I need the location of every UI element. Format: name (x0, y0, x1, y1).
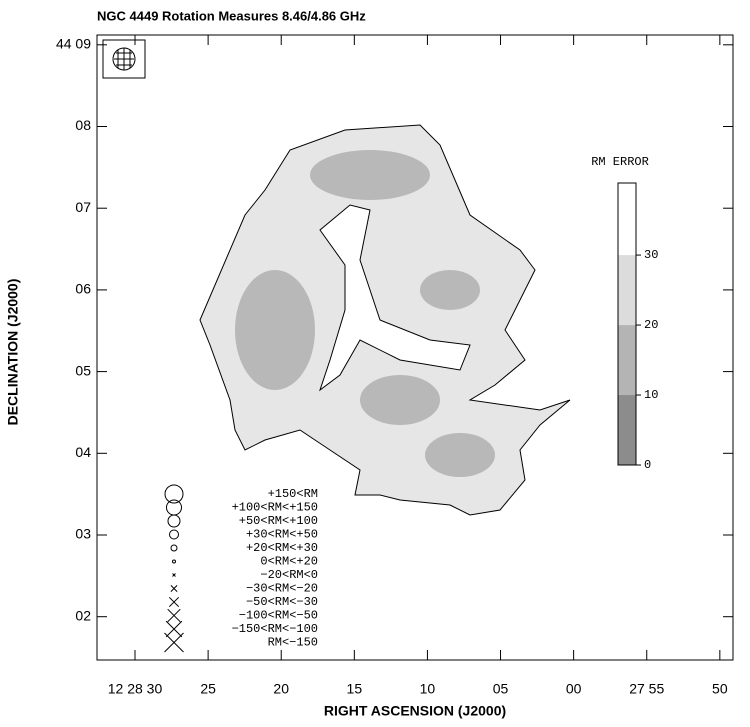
colorbar-tick-label: 10 (644, 388, 658, 402)
colorbar-tick-label: 0 (644, 458, 651, 472)
x-tick-label: 12 28 30 (108, 681, 163, 697)
x-tick-label: 10 (420, 681, 436, 697)
y-tick-label: 06 (75, 281, 91, 297)
colorbar-band (618, 183, 636, 256)
y-tick-label: 05 (75, 362, 91, 378)
legend-label: +150<RM (268, 487, 318, 501)
legend-symbol (170, 585, 178, 592)
colorbar-tick-label: 30 (644, 248, 658, 262)
legend-symbol (168, 596, 180, 608)
colorbar-tick-label: 20 (644, 318, 658, 332)
x-axis-label: RIGHT ASCENSION (J2000) (324, 703, 506, 719)
legend-symbol (167, 608, 181, 623)
legend-symbol (164, 484, 184, 504)
legend-symbol (167, 514, 181, 528)
legend-symbol (170, 544, 178, 552)
x-tick-label: 00 (566, 681, 582, 697)
legend-label: +20<RM<+30 (246, 541, 318, 555)
legend-label: +100<RM<+150 (232, 501, 318, 515)
legend-symbol (166, 499, 182, 516)
y-tick-label: 04 (75, 444, 91, 460)
plot-frame (96, 34, 734, 661)
galaxy-region (199, 124, 571, 516)
y-tick-label: 44 09 (56, 36, 91, 52)
y-tick-label: 02 (75, 607, 91, 623)
colorbar-frame (617, 182, 637, 466)
x-tick-label: 15 (347, 681, 363, 697)
y-tick-label: 03 (75, 526, 91, 542)
y-tick-label: 08 (75, 117, 91, 133)
legend-label: −50<RM<−30 (246, 595, 318, 609)
beam (102, 39, 146, 79)
colorbar-band (618, 395, 636, 465)
x-tick-label: 20 (273, 681, 289, 697)
colorbar-band (618, 325, 636, 396)
y-axis-label: DECLINATION (J2000) (5, 279, 21, 426)
legend-symbol (172, 573, 176, 577)
legend-symbol (172, 559, 176, 564)
x-tick-label: 25 (200, 681, 216, 697)
legend-label: +50<RM<+100 (239, 514, 318, 528)
legend-label: 0<RM<+20 (260, 555, 318, 569)
colorbar-label: RM ERROR (591, 155, 649, 169)
x-tick-label: 27 55 (629, 681, 664, 697)
x-tick-label: 05 (493, 681, 509, 697)
legend-symbol (169, 529, 179, 540)
legend-label: −100<RM<−50 (239, 609, 318, 623)
legend-symbol (165, 620, 183, 638)
legend-label: −30<RM<−20 (246, 582, 318, 596)
y-tick-label: 07 (75, 199, 91, 215)
legend-label: +30<RM<+50 (246, 528, 318, 542)
legend-label: RM<−150 (268, 636, 318, 650)
legend-label: −150<RM<−100 (232, 622, 318, 636)
x-tick-label: 50 (712, 681, 728, 697)
legend-symbol (164, 632, 184, 653)
legend-label: −20<RM<0 (260, 568, 318, 582)
colorbar-band (618, 255, 636, 326)
chart-title: NGC 4449 Rotation Measures 8.46/4.86 GHz (97, 8, 366, 23)
